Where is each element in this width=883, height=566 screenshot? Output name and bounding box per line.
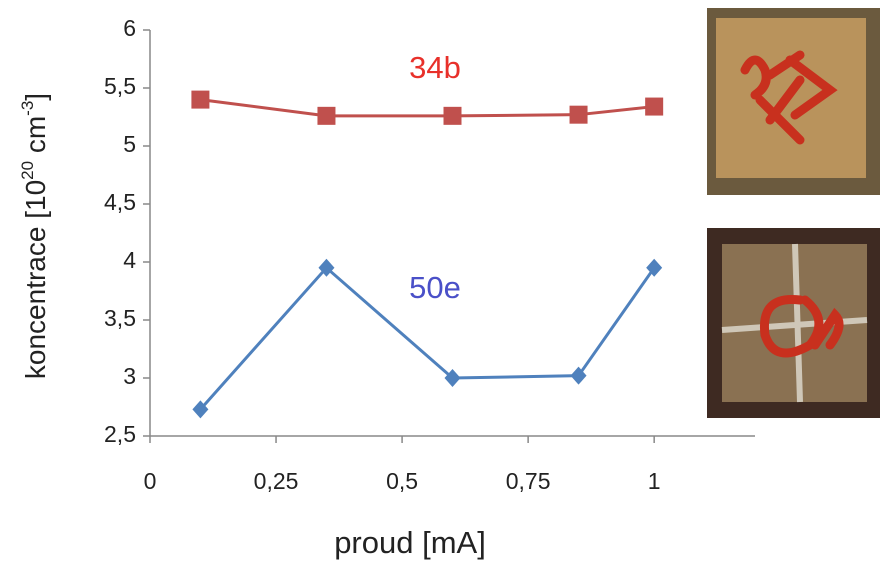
marker (317, 106, 336, 125)
y-tick-label: 6 (123, 15, 136, 41)
marker (318, 258, 335, 277)
x-tick-label: 0,75 (506, 468, 551, 494)
series-label: 34b (409, 50, 461, 85)
y-axis-label: koncentrace [1020 cm-3] (18, 93, 51, 379)
x-tick-label: 0,25 (254, 468, 299, 494)
marker (443, 106, 462, 125)
x-axis-label: proud [mA] (334, 525, 486, 560)
y-tick-label: 5,5 (104, 73, 136, 99)
sample-photo-34b (707, 8, 880, 195)
y-label-superscript: -3 (18, 101, 37, 116)
marker (570, 366, 587, 385)
y-tick-label: 4,5 (104, 189, 136, 215)
y-label-part: koncentrace [10 (20, 180, 51, 379)
y-label-superscript: 20 (18, 161, 37, 180)
marker (645, 97, 664, 116)
y-label-part: cm (20, 116, 51, 161)
marker (646, 258, 663, 277)
y-label-part: ] (20, 93, 51, 101)
x-tick-label: 0 (144, 468, 157, 494)
marker (192, 400, 209, 419)
series-label: 50e (409, 270, 461, 305)
marker (444, 369, 461, 387)
y-tick-label: 5 (123, 131, 136, 157)
y-tick-label: 2,5 (104, 421, 136, 447)
y-tick-label: 3,5 (104, 305, 136, 331)
y-tick-label: 4 (123, 247, 136, 273)
x-tick-label: 0,5 (386, 468, 418, 494)
sample-photo-50e (707, 228, 880, 418)
y-tick-label: 3 (123, 363, 136, 389)
marker (191, 90, 210, 109)
marker (569, 105, 588, 124)
x-tick-label: 1 (648, 468, 661, 494)
